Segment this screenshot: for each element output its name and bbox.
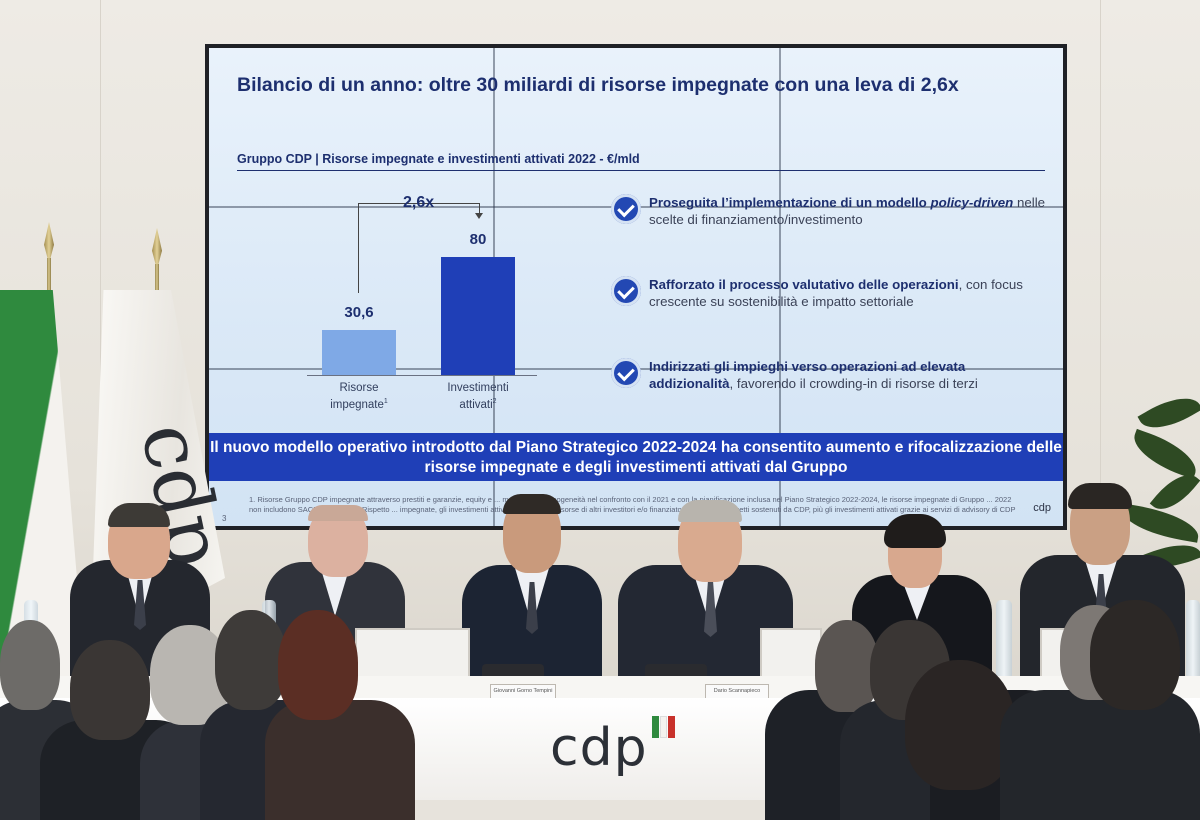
slide-footnote: 1. Risorse Gruppo CDP impegnate attraver… — [249, 495, 1016, 514]
flag-finial — [152, 228, 162, 266]
wall-seam — [1100, 0, 1101, 560]
bar-category-label: Investimenti attivati2 — [447, 382, 509, 411]
bar-category-label: Risorse impegnate1 — [330, 382, 388, 411]
check-badge-icon — [611, 358, 641, 388]
wall-seam — [100, 0, 101, 560]
chart-baseline — [307, 375, 537, 376]
projection-screen: Bilancio di un anno: oltre 30 miliardi d… — [205, 44, 1067, 530]
bar-2 — [441, 257, 515, 375]
check-badge-icon — [611, 194, 641, 224]
logo-flag-green — [652, 716, 659, 738]
slide-subtitle: Gruppo CDP | Risorse impegnate e investi… — [237, 152, 640, 166]
bar-value-label: 80 — [469, 231, 487, 248]
slide-logo: cdp — [1033, 502, 1051, 514]
bullet-text: Proseguita l’implementazione di un model… — [649, 195, 1046, 227]
bullet-text: Rafforzato il processo valutativo delle … — [649, 277, 1023, 309]
slide-banner: Il nuovo modello operativo introdotto da… — [209, 433, 1063, 481]
leverage-label: 2,6x — [403, 194, 435, 211]
logo-flag-red — [668, 716, 675, 738]
leverage-bracket — [358, 203, 480, 293]
screen-seam — [779, 48, 781, 526]
bar-1 — [322, 329, 396, 375]
water-bottle — [1186, 600, 1200, 678]
presentation-slide: Bilancio di un anno: oltre 30 miliardi d… — [209, 48, 1063, 526]
logo-flag-white — [660, 716, 667, 738]
slide-title: Bilancio di un anno: oltre 30 miliardi d… — [237, 74, 959, 96]
water-bottle — [996, 600, 1012, 678]
slide-page-number: 3 — [222, 514, 227, 523]
flag-finial — [44, 222, 54, 260]
check-badge-icon — [611, 276, 641, 306]
cdp-table-logo: cdp — [550, 718, 648, 778]
subtitle-rule — [237, 170, 1045, 171]
arrow-down-icon — [475, 213, 483, 219]
bar-value-label: 30,6 — [344, 303, 374, 321]
leverage-arrow — [479, 203, 480, 215]
bullet-text: Indirizzati gli impieghi verso operazion… — [649, 359, 978, 391]
